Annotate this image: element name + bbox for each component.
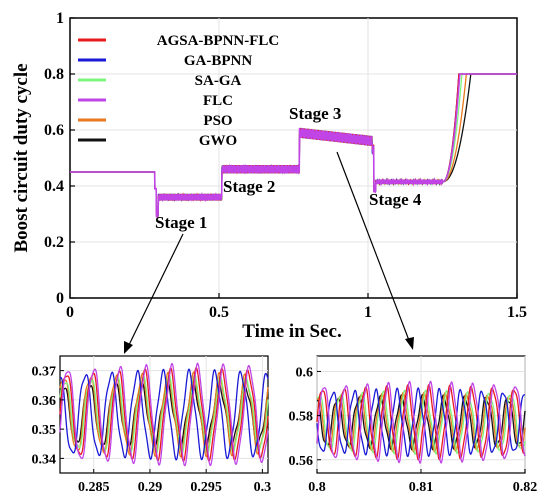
zoom-y-tick-label: 0.6 bbox=[296, 365, 314, 380]
zoom-stage3-plot: 0.8 0.81 0.82 0.56 0.58 0.6 bbox=[289, 355, 537, 495]
zoom-series-agsa-bpnn-flc bbox=[316, 383, 526, 461]
zoom-x-tick-label: 0.81 bbox=[409, 480, 434, 495]
main-series-flc bbox=[70, 73, 517, 218]
zoom-series-flc bbox=[316, 380, 526, 464]
main-plot-frame bbox=[69, 17, 518, 299]
legend-entry-label: GWO bbox=[199, 133, 237, 149]
legend-entry-label: SA-GA bbox=[195, 73, 242, 89]
zoom-stage1-y-ticks: 0.34 0.35 0.36 0.37 bbox=[32, 365, 64, 467]
legend-entry-label: GA-BPNN bbox=[184, 53, 252, 69]
main-y-tick-label: 0.8 bbox=[44, 66, 64, 83]
zoom-y-tick-label: 0.35 bbox=[32, 423, 57, 438]
stage-3-arrow bbox=[336, 151, 411, 344]
zoom-x-tick-label: 0.3 bbox=[254, 480, 272, 495]
zoom-stage3-y-ticks: 0.56 0.58 0.6 bbox=[289, 365, 321, 469]
main-y-tick-label: 0.2 bbox=[44, 234, 64, 251]
legend-entry-label: AGSA-BPNN-FLC bbox=[157, 33, 280, 49]
legend: AGSA-BPNN-FLC GA-BPNN SA-GA FLC PSO GWO bbox=[78, 33, 279, 149]
zoom-stage1-plot: 0.285 0.29 0.295 0.3 0.34 0.35 0.36 0.37 bbox=[32, 355, 271, 495]
zoom-x-tick-label: 0.8 bbox=[308, 480, 326, 495]
zoom-y-tick-label: 0.56 bbox=[289, 454, 314, 469]
zoom-x-tick-label: 0.285 bbox=[78, 480, 110, 495]
main-x-tick-label: 1 bbox=[364, 304, 372, 321]
x-axis-label: Time in Sec. bbox=[242, 321, 341, 342]
zoom-stage1-x-ticks: 0.285 0.29 0.295 0.3 bbox=[78, 469, 271, 495]
zoom-x-tick-label: 0.295 bbox=[190, 480, 222, 495]
stage-2-label: Stage 2 bbox=[223, 177, 275, 196]
zoom-y-tick-label: 0.37 bbox=[32, 365, 57, 380]
main-plot: 0 0.5 1 1.5 0 0.2 0.4 0.6 0.8 1 Time in Sec. Boo… bbox=[11, 10, 527, 354]
legend-entry-label: FLC bbox=[203, 93, 233, 109]
main-x-tick-label: 1.5 bbox=[507, 304, 527, 321]
legend-entry-label: PSO bbox=[203, 113, 232, 129]
main-y-tick-label: 0 bbox=[56, 290, 64, 307]
main-x-ticks: 0 0.5 1 1.5 bbox=[66, 293, 527, 321]
stage-4-label: Stage 4 bbox=[369, 190, 422, 209]
zoom-y-tick-label: 0.58 bbox=[289, 410, 314, 425]
zoom-y-tick-label: 0.36 bbox=[32, 394, 57, 409]
zoom-series-ga-bpnn bbox=[316, 387, 526, 458]
main-y-tick-label: 1 bbox=[56, 10, 64, 27]
main-x-tick-label: 0 bbox=[66, 304, 74, 321]
main-grid bbox=[70, 18, 517, 298]
zoom-stage1-series-lines bbox=[59, 362, 269, 467]
y-axis-label: Boost circuit duty cycle bbox=[11, 63, 32, 252]
main-series-lines bbox=[70, 73, 517, 219]
stage-1-label: Stage 1 bbox=[155, 213, 207, 232]
zoom-y-tick-label: 0.34 bbox=[32, 452, 57, 467]
zoom-x-tick-label: 0.82 bbox=[513, 480, 538, 495]
main-y-tick-label: 0.6 bbox=[44, 122, 64, 139]
main-y-ticks: 0 0.2 0.4 0.6 0.8 1 bbox=[44, 10, 75, 307]
stage-3-label: Stage 3 bbox=[289, 104, 341, 123]
zoom-x-tick-label: 0.29 bbox=[138, 480, 163, 495]
stage-3-arrowhead bbox=[405, 337, 414, 350]
main-y-tick-label: 0.4 bbox=[44, 178, 64, 195]
zoom-series-agsa-bpnn-flc bbox=[59, 366, 269, 463]
stage-1-arrow bbox=[127, 233, 184, 348]
zoom-series-flc bbox=[59, 362, 269, 467]
zoom-stage3-x-ticks: 0.8 0.81 0.82 bbox=[308, 469, 537, 495]
stage-1-arrowhead bbox=[124, 341, 133, 354]
zoom-stage3-series-lines bbox=[316, 380, 526, 464]
main-x-tick-label: 0.5 bbox=[209, 304, 229, 321]
zoom-series-ga-bpnn bbox=[59, 368, 269, 461]
